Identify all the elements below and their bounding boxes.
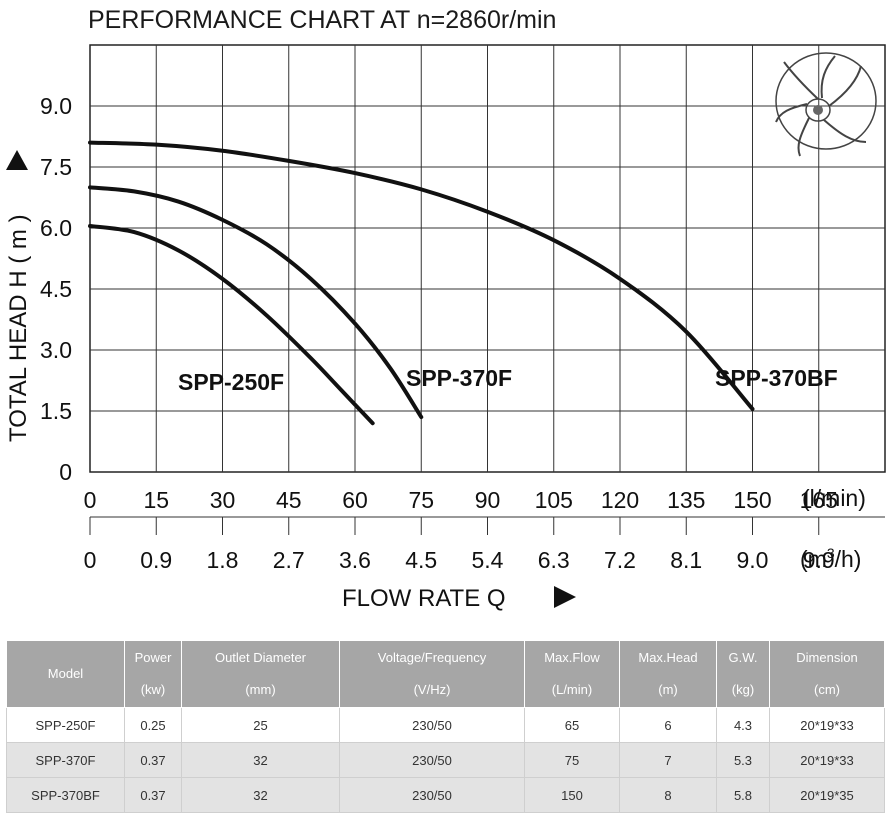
series-label: SPP-250F: [178, 369, 284, 395]
cell-power: 0.37: [124, 777, 182, 813]
x-unit-lmin-group: (l/min): [802, 485, 866, 511]
specs-table: Model Power (kw) Outlet Diameter (mm) Volt…: [6, 640, 885, 813]
x-tick-label-m3h: 4.5: [405, 547, 437, 573]
cell-voltage: 230/50: [339, 742, 525, 778]
x-tick-label-m3h: 7.2: [604, 547, 636, 573]
curve-spp-370f: [88, 185, 424, 420]
x-tick-label-lmin: 0: [84, 487, 97, 513]
x-tick-label-m3h: 2.7: [273, 547, 305, 573]
x-tick-label-m3h: 0: [84, 547, 97, 573]
chart-grid: [89, 44, 886, 535]
cell-max-flow: 75: [524, 742, 620, 778]
x-tick-labels-lmin: 0 15 30 45 60 75 90 105 120 135 150 165: [84, 487, 838, 513]
impeller-icon: [775, 52, 877, 157]
performance-chart: PERFORMANCE CHART AT n=2860r/min SPP-250…: [5, 6, 886, 612]
x-tick-labels-m3h: 0 0.9 1.8 2.7 3.6 4.5 5.4 6.3 7.2 8.1 9.0 9.9: [84, 547, 835, 573]
cell-outlet: 25: [181, 707, 340, 743]
x-tick-label-m3h: 9.9: [803, 547, 835, 573]
cell-dimension: 20*19*33: [769, 742, 885, 778]
cell-max-head: 8: [619, 777, 717, 813]
x-unit-m3h: (m3/h): [800, 545, 861, 572]
col-header-max-flow: Max.Flow (L/min): [524, 640, 620, 708]
x-tick-label-m3h: 3.6: [339, 547, 371, 573]
col-header-power: Power (kw): [124, 640, 182, 708]
cell-power: 0.25: [124, 707, 182, 743]
x-tick-label-m3h: 5.4: [472, 547, 504, 573]
cell-gw: 5.3: [716, 742, 770, 778]
x-tick-label-m3h: 0.9: [140, 547, 172, 573]
x-tick-label-lmin: 135: [667, 487, 705, 513]
cell-dimension: 20*19*35: [769, 777, 885, 813]
table-row: SPP-250F 0.25 25 230/50 65 6 4.3 20*19*3…: [6, 707, 885, 743]
cell-model: SPP-370F: [6, 742, 125, 778]
col-header-voltage: Voltage/Frequency (V/Hz): [339, 640, 525, 708]
x-tick-label-lmin: 120: [601, 487, 639, 513]
table-header-row: Model Power (kw) Outlet Diameter (mm) Volt…: [6, 640, 885, 708]
curve-spp-250f: [88, 223, 375, 426]
x-unit-lmin: (l/min): [802, 485, 866, 511]
series-label: SPP-370BF: [715, 365, 838, 391]
y-tick-label: 6.0: [40, 215, 72, 241]
x-tick-label-lmin: 30: [210, 487, 236, 513]
x-tick-label-m3h: 9.0: [737, 547, 769, 573]
cell-voltage: 230/50: [339, 707, 525, 743]
curves-layer: SPP-250F SPP-370F SPP-370BF: [88, 140, 838, 426]
col-header-dimension: Dimension (cm): [769, 640, 885, 708]
y-tick-label: 3.0: [40, 337, 72, 363]
chart-title: PERFORMANCE CHART AT n=2860r/min: [88, 6, 556, 34]
y-tick-label: 7.5: [40, 154, 72, 180]
cell-outlet: 32: [181, 777, 340, 813]
y-axis-label: TOTAL HEAD H ( m ): [5, 214, 32, 442]
curve-spp-370bf: [88, 140, 755, 411]
cell-outlet: 32: [181, 742, 340, 778]
table-row: SPP-370F 0.37 32 230/50 75 7 5.3 20*19*3…: [6, 742, 885, 778]
y-tick-label: 4.5: [40, 276, 72, 302]
cell-model: SPP-370BF: [6, 777, 125, 813]
x-tick-label-lmin: 75: [408, 487, 434, 513]
x-tick-label-m3h: 6.3: [538, 547, 570, 573]
y-tick-labels: 0 1.5 3.0 4.5 6.0 7.5 9.0: [40, 93, 72, 485]
cell-max-flow: 150: [524, 777, 620, 813]
y-tick-label: 0: [59, 459, 72, 485]
x-tick-label-lmin: 150: [733, 487, 771, 513]
cell-power: 0.37: [124, 742, 182, 778]
x-tick-label-lmin: 45: [276, 487, 302, 513]
col-header-gw: G.W. (kg): [716, 640, 770, 708]
x-tick-label-lmin: 105: [535, 487, 573, 513]
y-axis-arrow-icon: [6, 150, 28, 170]
x-tick-label-m3h: 1.8: [207, 547, 239, 573]
series-label: SPP-370F: [406, 365, 512, 391]
cell-max-head: 6: [619, 707, 717, 743]
x-tick-label-lmin: 165: [800, 487, 838, 513]
cell-voltage: 230/50: [339, 777, 525, 813]
cell-max-flow: 65: [524, 707, 620, 743]
cell-gw: 5.8: [716, 777, 770, 813]
col-header-max-head: Max.Head (m): [619, 640, 717, 708]
table-row: SPP-370BF 0.37 32 230/50 150 8 5.8 20*19…: [6, 777, 885, 813]
y-tick-label: 9.0: [40, 93, 72, 119]
x-axis-arrow-icon: [554, 586, 576, 608]
x-tick-label-m3h: 8.1: [670, 547, 702, 573]
cell-dimension: 20*19*33: [769, 707, 885, 743]
x-tick-label-lmin: 15: [143, 487, 169, 513]
x-axis-label: FLOW RATE Q: [342, 585, 506, 612]
cell-gw: 4.3: [716, 707, 770, 743]
y-tick-label: 1.5: [40, 398, 72, 424]
cell-max-head: 7: [619, 742, 717, 778]
col-header-outlet: Outlet Diameter (mm): [181, 640, 340, 708]
x-tick-label-lmin: 90: [475, 487, 501, 513]
col-header-model: Model: [6, 640, 125, 708]
cell-model: SPP-250F: [6, 707, 125, 743]
x-tick-label-lmin: 60: [342, 487, 368, 513]
x-unit-m3h-group: (m3/h): [800, 545, 861, 572]
